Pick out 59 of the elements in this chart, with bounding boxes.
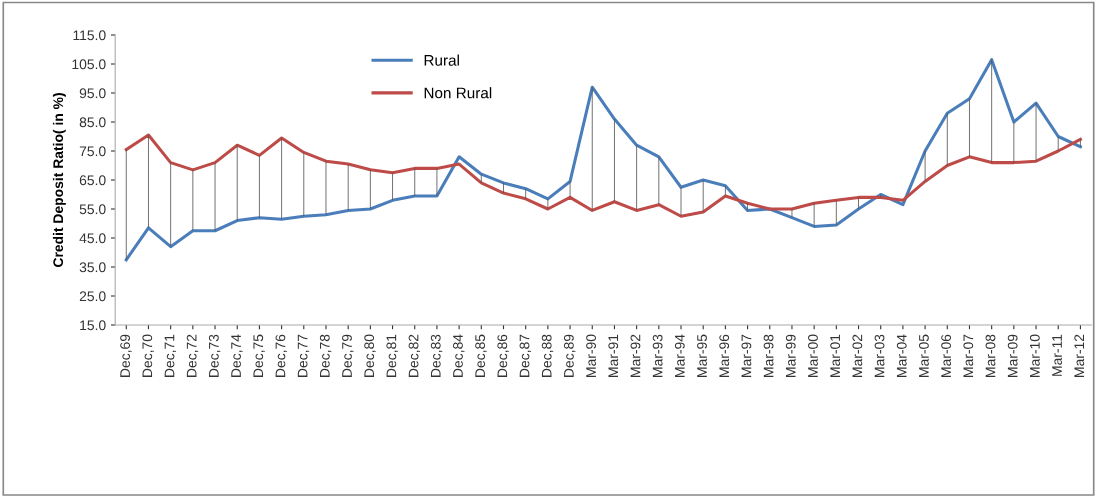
x-tick-label: Dec,88 — [541, 334, 554, 377]
x-tick-label: Mar-07 — [963, 334, 974, 377]
x-tick-label: Dec,82 — [408, 334, 421, 377]
x-tick-label: Mar-99 — [785, 334, 796, 377]
x-tick-label: Mar-11 — [1052, 334, 1062, 376]
x-tick-label: Mar-96 — [719, 334, 730, 377]
x-tick-label: Dec,71 — [164, 334, 177, 377]
x-tick-label: Mar-06 — [941, 334, 952, 377]
x-tick-label: Mar-97 — [741, 334, 752, 377]
y-tick-label: 85.0 — [79, 117, 106, 128]
x-tick-label: Mar-10 — [1029, 334, 1040, 377]
x-tick-label: Mar-90 — [586, 334, 596, 377]
x-tick-label: Dec,76 — [275, 334, 287, 377]
x-tick-label: Dec,74 — [231, 334, 243, 377]
x-tick-label: Mar-12 — [1074, 334, 1085, 377]
x-tick-label: Dec,73 — [208, 334, 221, 377]
y-tick-label: 65.0 — [79, 175, 106, 186]
x-tick-label: Mar-92 — [630, 334, 641, 377]
line-series — [124, 133, 1082, 218]
y-tick-label: 75.0 — [79, 146, 106, 157]
x-tick-label: Dec,79 — [342, 334, 354, 377]
legend-label: Non Rural — [424, 87, 492, 99]
x-tick-label: Mar-03 — [874, 334, 885, 377]
x-tick-label: Mar-91 — [608, 334, 619, 377]
x-tick-label: Mar-94 — [674, 334, 685, 377]
x-tick-label: Dec,86 — [497, 334, 509, 377]
x-tick-label: Dec,80 — [364, 334, 376, 377]
x-tick-label: Dec,77 — [297, 334, 310, 377]
y-tick-label: 25.0 — [79, 291, 106, 302]
legend-label: Rural — [424, 54, 459, 66]
x-tick-label: Mar-05 — [918, 334, 929, 377]
y-tick-label: 105.0 — [72, 59, 106, 70]
x-tick-label: Mar-95 — [697, 334, 707, 377]
x-tick-label: Dec,81 — [386, 334, 398, 377]
x-tick-label: Mar-04 — [896, 334, 907, 377]
y-tick-label: 15.0 — [80, 320, 106, 331]
y-axis-title: Credit Deposit Ratio( in %) — [52, 93, 66, 267]
x-tick-label: Mar-09 — [1007, 334, 1018, 377]
y-tick-label: 35.0 — [79, 262, 106, 273]
x-tick-label: Mar-98 — [763, 334, 774, 377]
x-tick-label: Dec,70 — [142, 334, 154, 377]
x-tick-label: Dec,85 — [475, 334, 487, 377]
y-tick-label: 55.0 — [79, 204, 106, 215]
x-tick-label: Mar-08 — [985, 334, 996, 377]
x-tick-label: Dec,69 — [120, 334, 132, 377]
x-tick-label: Mar-93 — [652, 334, 663, 377]
x-tick-label: Mar-01 — [830, 334, 841, 377]
x-tick-label: Mar-02 — [852, 334, 863, 377]
y-tick-label: 95.0 — [79, 88, 106, 99]
x-tick-label: Dec,84 — [453, 334, 465, 377]
x-tick-label: Dec,72 — [186, 334, 199, 377]
y-tick-label: 115.0 — [73, 30, 106, 41]
x-tick-label: Dec,75 — [253, 334, 265, 377]
x-tick-label: Dec,83 — [430, 334, 443, 377]
x-tick-label: Dec,89 — [563, 334, 576, 377]
x-tick-label: Dec,78 — [319, 334, 332, 377]
x-tick-label: Dec,87 — [519, 334, 532, 377]
y-tick-label: 45.0 — [79, 233, 106, 244]
x-tick-label: Mar-00 — [808, 334, 818, 377]
